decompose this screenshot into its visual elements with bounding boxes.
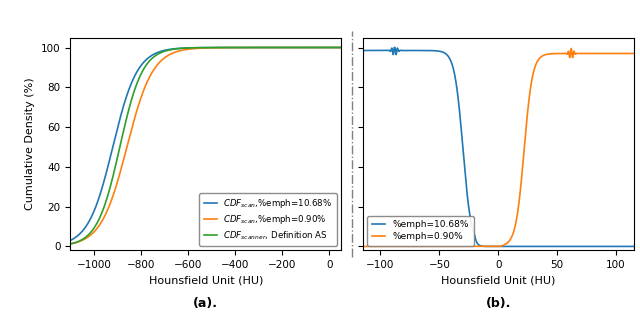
X-axis label: Hounsfield Unit (HU): Hounsfield Unit (HU) xyxy=(148,276,263,286)
Text: (b).: (b). xyxy=(486,297,511,310)
X-axis label: Hounsfield Unit (HU): Hounsfield Unit (HU) xyxy=(441,276,556,286)
Legend: $\mathit{CDF}_{\mathit{scan}}$,%emph=10.68%, $\mathit{CDF}_{\mathit{scan}}$,%emp: $\mathit{CDF}_{\mathit{scan}}$,%emph=10.… xyxy=(199,193,337,246)
Y-axis label: Cumulative Density (%): Cumulative Density (%) xyxy=(26,78,35,210)
Legend: %emph=10.68%, %emph=0.90%: %emph=10.68%, %emph=0.90% xyxy=(367,216,474,246)
Text: (a).: (a). xyxy=(193,297,218,310)
